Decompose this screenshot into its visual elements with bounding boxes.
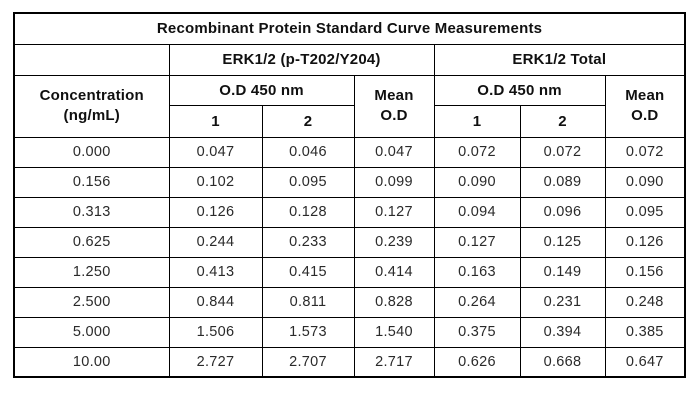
od-450-header-phospho: O.D 450 nm: [168, 74, 355, 106]
table-cell: 2.707: [261, 346, 355, 378]
table-cell: 0.163: [433, 256, 521, 288]
table-row: 10.00 2.727 2.707 2.717 0.626 0.668 0.647: [13, 346, 686, 378]
standard-curve-table-container: Recombinant Protein Standard Curve Measu…: [13, 12, 687, 378]
group-header-erk-total: ERK1/2 Total: [433, 43, 686, 76]
table-row: 0.156 0.102 0.095 0.099 0.090 0.089 0.090: [13, 166, 686, 198]
title-row: Recombinant Protein Standard Curve Measu…: [13, 12, 686, 45]
replicate-2-header-total: 2: [519, 104, 606, 138]
mean-od-header-phospho: Mean O.D: [353, 74, 435, 138]
table-cell: 0.102: [168, 166, 263, 198]
table-cell: 0.415: [261, 256, 355, 288]
table-cell: 0.394: [519, 316, 606, 348]
table-cell: 0.047: [168, 136, 263, 168]
table-cell: 1.250: [13, 256, 170, 288]
table-title: Recombinant Protein Standard Curve Measu…: [13, 12, 686, 45]
table-cell: 1.573: [261, 316, 355, 348]
replicate-1-header-phospho: 1: [168, 104, 263, 138]
table-cell: 0.072: [519, 136, 606, 168]
group-header-row: ERK1/2 (p-T202/Y204) ERK1/2 Total: [13, 43, 686, 76]
table-row: 0.000 0.047 0.046 0.047 0.072 0.072 0.072: [13, 136, 686, 168]
blank-corner-cell: [13, 43, 170, 76]
table-cell: 0.647: [604, 346, 686, 378]
table-cell: 2.717: [353, 346, 435, 378]
table-cell: 0.156: [13, 166, 170, 198]
table-cell: 0.248: [604, 286, 686, 318]
table-cell: 0.000: [13, 136, 170, 168]
table-row: 5.000 1.506 1.573 1.540 0.375 0.394 0.385: [13, 316, 686, 348]
table-cell: 0.264: [433, 286, 521, 318]
table-cell: 0.668: [519, 346, 606, 378]
table-cell: 0.090: [604, 166, 686, 198]
table-row: 0.625 0.244 0.233 0.239 0.127 0.125 0.126: [13, 226, 686, 258]
table-cell: 0.127: [433, 226, 521, 258]
table-row: 1.250 0.413 0.415 0.414 0.163 0.149 0.156: [13, 256, 686, 288]
table-cell: 0.375: [433, 316, 521, 348]
table-cell: 0.244: [168, 226, 263, 258]
table-cell: 0.095: [261, 166, 355, 198]
table-cell: 0.149: [519, 256, 606, 288]
table-cell: 2.727: [168, 346, 263, 378]
table-row: 2.500 0.844 0.811 0.828 0.264 0.231 0.248: [13, 286, 686, 318]
replicate-1-header-total: 1: [433, 104, 521, 138]
table-cell: 0.099: [353, 166, 435, 198]
table-cell: 0.095: [604, 196, 686, 228]
group-header-erk-phospho: ERK1/2 (p-T202/Y204): [168, 43, 435, 76]
table-cell: 0.126: [604, 226, 686, 258]
subheader-row-replicates: 1 2 1 2: [14, 104, 685, 138]
table-cell: 0.239: [353, 226, 435, 258]
table-row: 0.313 0.126 0.128 0.127 0.094 0.096 0.095: [13, 196, 686, 228]
table-cell: 0.072: [433, 136, 521, 168]
table-cell: 0.385: [604, 316, 686, 348]
table-cell: 0.072: [604, 136, 686, 168]
table-cell: 0.128: [261, 196, 355, 228]
table-cell: 10.00: [13, 346, 170, 378]
table-cell: 0.828: [353, 286, 435, 318]
table-cell: 0.414: [353, 256, 435, 288]
table-cell: 1.540: [353, 316, 435, 348]
table-cell: 0.089: [519, 166, 606, 198]
concentration-header: Concentration (ng/mL): [13, 74, 170, 138]
mean-od-header-total: Mean O.D: [604, 74, 686, 138]
table-cell: 2.500: [13, 286, 170, 318]
table-cell: 0.125: [519, 226, 606, 258]
table-cell: 0.844: [168, 286, 263, 318]
table-cell: 0.625: [13, 226, 170, 258]
table-cell: 0.231: [519, 286, 606, 318]
table-cell: 0.126: [168, 196, 263, 228]
table-header: Recombinant Protein Standard Curve Measu…: [13, 12, 686, 138]
table-cell: 0.811: [261, 286, 355, 318]
table-cell: 0.127: [353, 196, 435, 228]
od-450-header-total: O.D 450 nm: [433, 74, 606, 106]
table-cell: 0.413: [168, 256, 263, 288]
standard-curve-table: Recombinant Protein Standard Curve Measu…: [13, 12, 687, 378]
table-cell: 0.090: [433, 166, 521, 198]
table-cell: 0.626: [433, 346, 521, 378]
table-body: 0.000 0.047 0.046 0.047 0.072 0.072 0.072 0.156…: [13, 136, 686, 378]
table-cell: 0.156: [604, 256, 686, 288]
subheader-row-od: Concentration (ng/mL) O.D 450 nm Mean O.…: [13, 74, 686, 138]
table-cell: 0.046: [261, 136, 355, 168]
table-cell: 0.047: [353, 136, 435, 168]
table-cell: 0.233: [261, 226, 355, 258]
table-cell: 0.094: [433, 196, 521, 228]
table-cell: 0.096: [519, 196, 606, 228]
replicate-2-header-phospho: 2: [261, 104, 355, 138]
table-cell: 1.506: [168, 316, 263, 348]
table-cell: 0.313: [13, 196, 170, 228]
table-cell: 5.000: [13, 316, 170, 348]
